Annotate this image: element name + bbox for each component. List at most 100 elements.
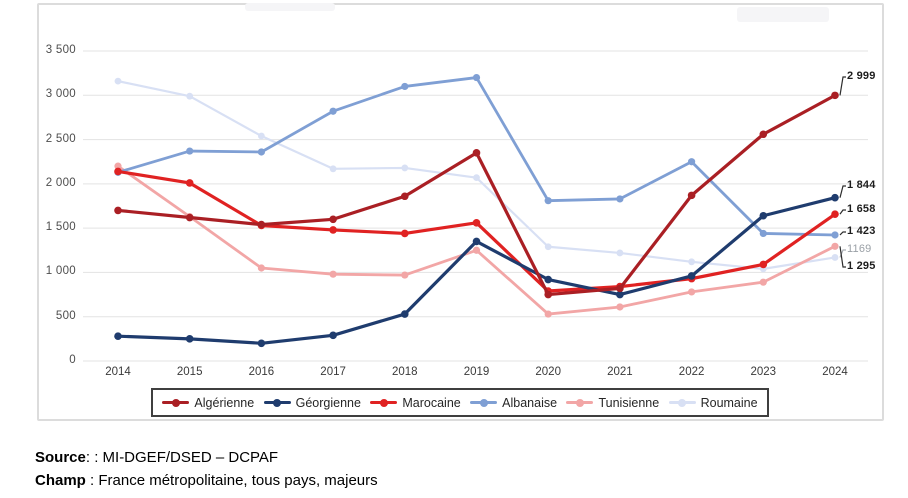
series-point-tunisienne <box>759 278 767 286</box>
series-point-albanaise <box>759 229 767 238</box>
legend: Algérienne Géorgienne Marocaine Albanaise Tu… <box>151 388 769 417</box>
series-point-tunisienne <box>544 310 552 318</box>
legend-line-dot-icon <box>470 398 498 407</box>
legend-label: Géorgienne <box>295 395 361 410</box>
source-line: Source: : MI-DGEF/DSED – DCPAF <box>35 447 378 470</box>
y-axis-tick-label: 3 500 <box>45 44 76 56</box>
end-label-connector <box>839 246 846 268</box>
series-point-albanaise <box>831 231 839 239</box>
series-point-algerienne <box>831 91 839 100</box>
x-axis-tick-label: 2024 <box>822 366 848 378</box>
series-point-algerienne <box>329 215 337 224</box>
end-label-roumaine: 1169 <box>847 243 872 255</box>
end-label-algerienne: 2 999 <box>847 70 876 82</box>
series-point-roumaine <box>329 165 337 173</box>
series-point-algerienne <box>472 149 481 157</box>
champ-text: : France métropolitaine, tous pays, maje… <box>85 471 378 489</box>
x-axis-tick-label: 2020 <box>535 366 561 378</box>
legend-line-dot-icon <box>263 398 291 407</box>
legend-item-algerienne: Algérienne <box>162 396 254 410</box>
legend-label: Algérienne <box>194 395 255 410</box>
series-point-georgienne <box>687 272 696 280</box>
series-point-marocaine <box>185 179 194 187</box>
series-point-roumaine <box>186 92 194 100</box>
series-point-albanaise <box>329 107 337 115</box>
x-axis-tick-label: 2014 <box>105 366 131 378</box>
series-point-georgienne <box>185 335 194 343</box>
series-point-algerienne <box>616 284 624 293</box>
series-point-georgienne <box>616 290 624 299</box>
series-point-georgienne <box>759 211 768 220</box>
end-label-albanaise: 1 423 <box>847 225 876 237</box>
series-point-algerienne <box>114 206 122 215</box>
series-point-roumaine <box>473 174 480 182</box>
y-axis-tick-label: 500 <box>55 309 76 322</box>
legend-label: Marocaine <box>402 395 461 410</box>
legend-item-albanaise: Albanaise <box>470 396 557 410</box>
y-axis-tick-label: 2 500 <box>45 132 76 145</box>
source-text: : : MI-DGEF/DSED – DCPAF <box>85 449 279 466</box>
series-point-marocaine <box>472 219 481 227</box>
end-label-connector <box>839 231 846 236</box>
series-point-georgienne <box>544 275 552 284</box>
series-point-albanaise <box>186 147 194 155</box>
series-point-tunisienne <box>616 303 624 311</box>
x-axis-tick-label: 2017 <box>320 366 346 378</box>
blur-artifact <box>737 7 829 22</box>
series-point-algerienne <box>544 290 552 299</box>
series-point-tunisienne <box>472 246 481 254</box>
series-point-georgienne <box>401 310 409 318</box>
x-axis-tick-label: 2016 <box>248 366 275 378</box>
legend-dot-icon <box>575 398 584 407</box>
x-axis-tick-label: 2023 <box>750 366 777 378</box>
series-point-albanaise <box>688 158 696 166</box>
series-point-roumaine <box>401 164 409 172</box>
legend-dot-icon <box>678 398 687 407</box>
series-point-roumaine <box>114 77 122 85</box>
champ-label: Champ <box>35 471 86 489</box>
series-point-albanaise <box>544 197 552 205</box>
series-point-algerienne <box>257 220 266 229</box>
series-point-tunisienne <box>688 288 696 296</box>
legend-label: Tunisienne <box>598 395 660 410</box>
series-point-algerienne <box>185 213 194 222</box>
series-point-roumaine <box>616 249 624 257</box>
end-label-connector <box>839 76 846 96</box>
legend-label: Albanaise <box>502 395 558 410</box>
y-axis-tick-label: 3 000 <box>45 88 76 101</box>
legend-item-roumaine: Roumaine <box>668 395 758 410</box>
series-point-algerienne <box>687 191 696 200</box>
y-axis-tick-label: 1 500 <box>45 221 76 234</box>
x-axis-tick-label: 2019 <box>463 366 490 378</box>
legend-line-dot-icon <box>668 398 696 407</box>
legend-label: Roumaine <box>700 395 758 410</box>
footer: Source: : MI-DGEF/DSED – DCPAF Champ : F… <box>35 447 378 492</box>
y-axis-tick-label: 0 <box>69 354 76 366</box>
series-point-tunisienne <box>329 270 337 278</box>
series-point-marocaine <box>114 167 122 176</box>
blur-artifact <box>245 3 335 11</box>
end-label-tunisienne: 1 295 <box>847 260 876 272</box>
series-point-georgienne <box>329 331 337 340</box>
series-point-roumaine <box>258 132 265 140</box>
legend-line-dot-icon <box>162 398 190 407</box>
series-point-marocaine <box>759 260 768 269</box>
y-axis-tick-label: 1 000 <box>45 265 76 278</box>
series-line-marocaine <box>116 169 837 293</box>
series-point-algerienne <box>759 130 768 139</box>
legend-line-dot-icon <box>566 398 594 407</box>
series-point-tunisienne <box>831 242 839 250</box>
series-point-marocaine <box>401 229 409 238</box>
end-label-marocaine: 1 658 <box>847 203 876 215</box>
series-point-tunisienne <box>401 271 409 279</box>
legend-dot-icon <box>171 398 180 407</box>
x-axis-tick-label: 2021 <box>607 366 633 378</box>
x-axis-tick-label: 2018 <box>392 366 418 378</box>
legend-item-tunisienne: Tunisienne <box>566 396 659 410</box>
series-point-marocaine <box>329 226 337 234</box>
series-point-georgienne <box>257 339 266 348</box>
series-point-roumaine <box>831 254 839 261</box>
end-label-connector <box>839 209 846 215</box>
series-point-georgienne <box>114 332 122 341</box>
